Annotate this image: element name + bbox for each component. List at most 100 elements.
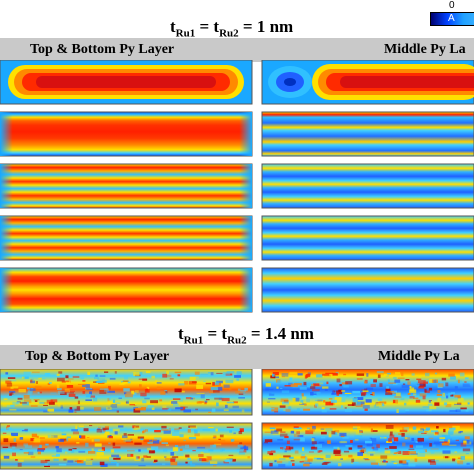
noise-speck [357,378,360,380]
noise-speck [311,438,315,442]
noise-speck [282,376,285,378]
noise-speck [333,432,338,435]
noise-speck [146,371,151,373]
noise-speck [194,433,200,437]
noise-speck [154,437,162,442]
noise-speck [431,460,439,462]
noise-speck [104,388,109,392]
noise-speck [278,403,285,406]
noise-speck [39,437,45,439]
noise-speck [210,372,214,376]
noise-speck [411,373,415,376]
noise-speck [270,456,274,460]
noise-speck [286,446,291,450]
noise-speck [238,452,245,455]
noise-speck [36,435,39,438]
noise-speck [53,458,59,462]
noise-speck [408,448,415,450]
noise-speck [423,449,427,453]
noise-speck [39,391,42,394]
noise-speck [380,402,384,407]
noise-speck [125,441,133,443]
noise-speck [116,410,119,413]
noise-speck [178,446,185,450]
noise-speck [224,459,231,463]
noise-speck [420,436,429,438]
noise-speck [397,377,405,379]
noise-speck [268,398,276,400]
noise-speck [347,404,355,406]
noise-speck [222,448,225,451]
noise-speck [266,401,270,403]
noise-speck [454,403,462,406]
noise-speck [424,431,428,433]
noise-speck [325,454,331,459]
noise-speck [79,435,82,438]
noise-speck [347,394,351,396]
noise-speck [341,405,343,408]
noise-speck [98,449,104,451]
noise-speck [455,409,461,412]
noise-speck [67,460,74,463]
noise-speck [3,398,8,400]
noise-speck [330,399,337,403]
noise-speck [225,404,228,408]
noise-speck [370,384,376,387]
noise-speck [268,393,275,396]
noise-speck [266,388,274,391]
noise-speck [408,399,416,404]
noise-speck [284,435,289,439]
noise-speck [15,459,18,461]
noise-speck [17,397,23,400]
noise-speck [200,451,204,455]
noise-speck [192,450,196,452]
noise-speck [118,425,124,428]
noise-speck [344,392,352,394]
noise-speck [383,373,388,377]
noise-speck [351,458,355,463]
noise-speck [164,390,168,394]
noise-speck [174,371,182,374]
noise-speck [200,394,205,399]
noise-speck [16,401,21,403]
noise-speck [56,373,60,376]
noise-speck [164,456,167,458]
noise-speck [210,461,218,464]
noise-speck [55,446,59,449]
noise-speck [366,443,373,447]
noise-speck [385,425,394,429]
noise-speck [299,403,305,405]
noise-speck [341,382,349,385]
noise-speck [405,409,410,412]
noise-speck [376,371,384,374]
noise-speck [415,445,424,448]
noise-speck [74,408,81,411]
noise-speck [351,462,354,464]
noise-speck [172,432,180,436]
noise-speck [283,450,287,453]
noise-speck [313,383,320,386]
noise-speck [331,430,336,435]
noise-speck [401,427,405,430]
noise-speck [110,404,118,408]
noise-speck [357,397,364,400]
noise-speck [277,380,282,384]
noise-speck [460,442,467,447]
noise-speck [237,390,240,392]
noise-speck [102,429,106,432]
noise-speck [19,437,24,440]
noise-speck [290,430,295,434]
noise-speck [6,425,10,427]
noise-speck [6,435,13,438]
noise-speck [178,398,184,402]
noise-speck [43,404,48,406]
noise-speck [431,430,439,433]
noise-speck [99,375,106,377]
noise-speck [325,401,334,406]
noise-speck [203,380,206,383]
noise-speck [434,441,441,445]
noise-speck [284,448,291,451]
noise-speck [195,408,198,411]
noise-speck [434,431,439,435]
noise-speck [271,407,279,412]
